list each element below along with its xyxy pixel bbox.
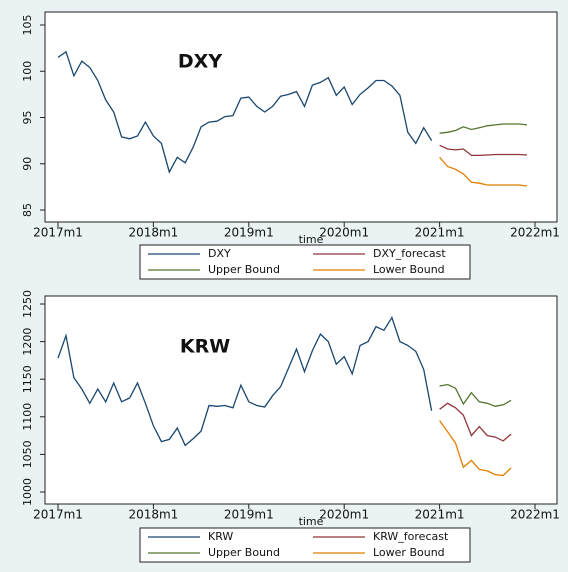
legend-label: Lower Bound — [373, 263, 445, 276]
x-tick-label: 2022m1 — [510, 508, 560, 522]
x-tick-label: 2018m1 — [128, 226, 178, 240]
y-tick-label: 1250 — [21, 290, 34, 318]
y-tick-label: 85 — [21, 203, 34, 217]
legend-label: KRW_forecast — [373, 530, 449, 543]
y-tick-label: 90 — [21, 157, 34, 171]
x-axis-title: time — [299, 233, 324, 246]
series-line — [439, 144, 528, 157]
legend-label: DXY_forecast — [373, 247, 446, 260]
annotation: DXY — [178, 51, 222, 73]
plot-area — [44, 11, 558, 223]
legend — [139, 244, 471, 280]
legend-label: Lower Bound — [373, 546, 445, 559]
x-axis-title: time — [299, 515, 324, 528]
x-tick-label: 2022m1 — [510, 226, 560, 240]
series-line — [439, 383, 512, 407]
y-tick-label: 1050 — [21, 440, 34, 468]
y-tick-label: 95 — [21, 111, 34, 125]
y-tick-label: 1100 — [21, 403, 34, 431]
annotation: KRW — [180, 336, 230, 358]
x-tick-label: 2018m1 — [128, 508, 178, 522]
y-tick-label: 1150 — [21, 365, 34, 393]
series-line — [439, 156, 528, 187]
x-tick-label: 2021m1 — [415, 508, 465, 522]
x-tick-label: 2021m1 — [415, 226, 465, 240]
legend-label: DXY — [208, 247, 231, 260]
y-tick-label: 1200 — [21, 328, 34, 356]
x-tick-label: 2020m1 — [319, 508, 369, 522]
x-tick-label: 2020m1 — [319, 226, 369, 240]
series-line — [439, 420, 512, 477]
plot-area — [44, 295, 558, 505]
series-line — [57, 50, 433, 174]
y-tick-label: 100 — [21, 61, 34, 82]
legend-label: Upper Bound — [208, 263, 280, 276]
x-tick-label: 2019m1 — [224, 226, 274, 240]
legend-label: KRW — [208, 530, 233, 543]
y-tick-label: 105 — [21, 15, 34, 36]
legend-label: Upper Bound — [208, 546, 280, 559]
x-tick-label: 2017m1 — [33, 226, 83, 240]
legend — [139, 527, 471, 563]
y-tick-label: 1000 — [21, 478, 34, 506]
x-tick-label: 2017m1 — [33, 508, 83, 522]
series-line — [439, 402, 512, 442]
series-line — [57, 315, 433, 447]
x-tick-label: 2019m1 — [224, 508, 274, 522]
series-line — [439, 123, 528, 134]
